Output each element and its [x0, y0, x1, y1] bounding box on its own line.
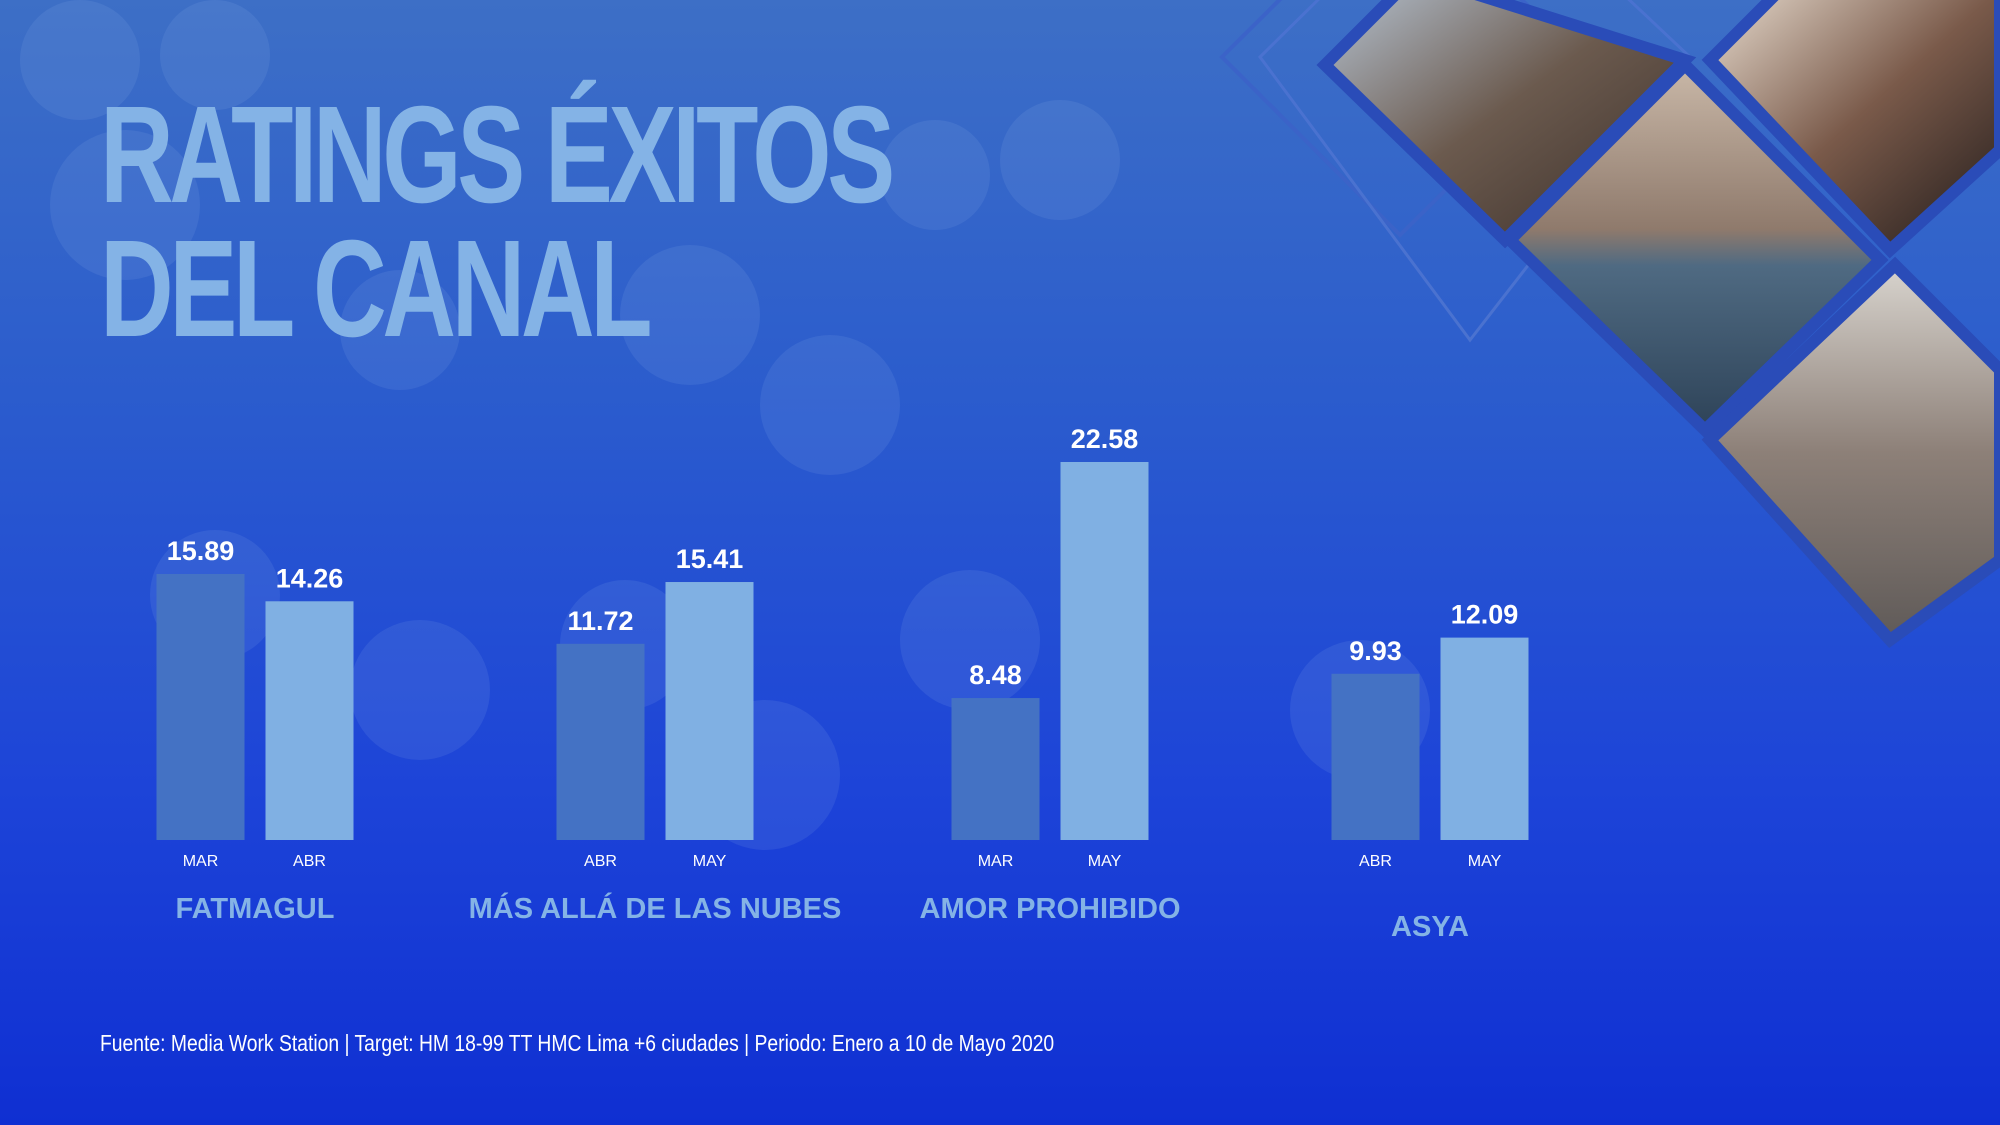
page-title: RATINGS ÉXITOS DEL CANAL: [100, 78, 895, 366]
bar-4-abr: [1331, 673, 1420, 840]
bar-3-mar: [951, 698, 1040, 840]
couple-sea-photo: [1501, 56, 1889, 439]
data-label-2-abr: 11.72: [567, 606, 633, 636]
data-label-1-abr: 14.26: [276, 563, 344, 593]
bar-3-may: [1060, 462, 1149, 840]
tick-label-3-may: MAY: [1088, 853, 1122, 870]
group-label-2: MÁS ALLÁ DE LAS NUBES: [469, 891, 842, 925]
data-label-4-may: 12.09: [1451, 600, 1519, 630]
bar-2-abr: [556, 643, 645, 840]
bar-2-may: [665, 582, 754, 840]
data-label-2-may: 15.41: [676, 544, 744, 574]
tick-label-3-mar: MAR: [978, 853, 1014, 870]
tick-label-4-may: MAY: [1468, 853, 1502, 870]
source-note: Fuente: Media Work Station | Target: HM …: [100, 1030, 1055, 1056]
title-line-2: DEL CANAL: [100, 212, 653, 366]
group-label-3: AMOR PROHIBIDO: [920, 893, 1181, 925]
couple-room-photo: [1701, 0, 2000, 259]
photo-collage: [1219, 0, 2000, 649]
cast-group-bridge-photo: [1701, 256, 2000, 649]
data-label-4-abr: 9.93: [1349, 636, 1402, 666]
bar-1-mar: [156, 573, 245, 840]
tick-label-4-abr: ABR: [1359, 853, 1392, 870]
data-label-3-may: 22.58: [1071, 424, 1139, 454]
tick-label-1-mar: MAR: [183, 853, 219, 870]
title-line-1: RATINGS ÉXITOS: [100, 78, 895, 232]
bar-4-may: [1440, 637, 1529, 840]
tick-label-2-may: MAY: [693, 853, 727, 870]
group-label-1: FATMAGUL: [176, 893, 335, 925]
data-label-1-mar: 15.89: [167, 536, 235, 566]
tick-label-1-abr: ABR: [293, 853, 326, 870]
bar-1-abr: [265, 601, 354, 840]
group-label-4: ASYA: [1391, 911, 1469, 943]
data-label-3-mar: 8.48: [969, 660, 1022, 690]
tick-label-2-abr: ABR: [584, 853, 617, 870]
